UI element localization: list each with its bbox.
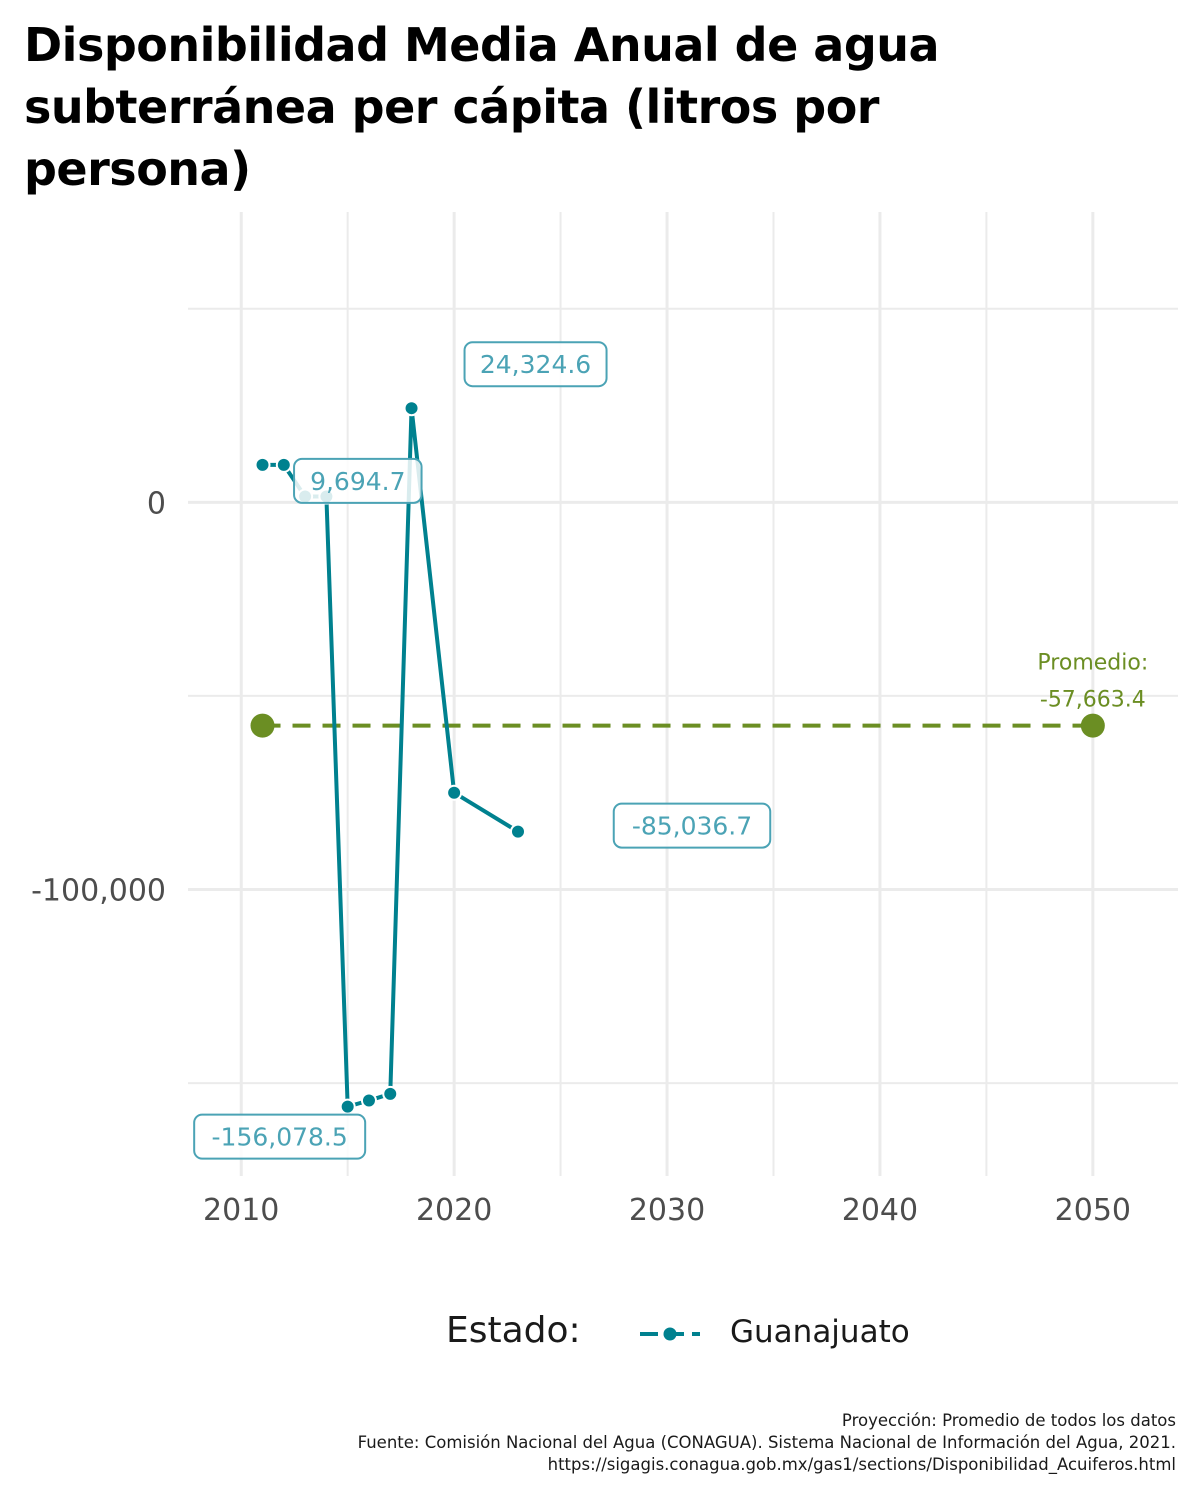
data-label-text: -156,078.5 — [212, 1123, 348, 1152]
data-point — [254, 456, 271, 473]
data-label-box — [193, 1113, 367, 1160]
projection-layer: Promedio: -57,663.4 — [250, 651, 1148, 738]
projection-label-value: -57,663.4 — [1040, 688, 1146, 713]
x-tick-label: 2050 — [1055, 1193, 1131, 1228]
projection-end-point — [1080, 713, 1105, 738]
caption: Proyección: Promedio de todos los datos … — [358, 1410, 1176, 1476]
data-label-box — [612, 802, 772, 849]
data-label-box — [463, 341, 608, 388]
legend-title: Estado: — [446, 1310, 581, 1351]
data-point — [403, 400, 420, 417]
x-axis-tick-labels: 2010 2020 2030 2040 2050 — [203, 1193, 1131, 1228]
data-label: 24,324.6 — [463, 341, 608, 388]
data-point — [360, 1092, 377, 1109]
legend: Estado: Guanajuato — [0, 1306, 1200, 1362]
series-line-guanajuato — [262, 406, 520, 1109]
line-chart: 0 -100,000 2010 2020 2030 2040 2050 Promedio:… — [31, 212, 1178, 1228]
x-tick-label: 2020 — [416, 1193, 492, 1228]
data-point — [382, 1085, 399, 1102]
y-tick-label: -100,000 — [31, 874, 166, 909]
data-label-text: 24,324.6 — [480, 350, 591, 379]
legend-key-guanajuato — [640, 1327, 700, 1341]
data-label: -85,036.7 — [612, 802, 772, 849]
data-label: -156,078.5 — [193, 1113, 367, 1160]
x-tick-label: 2010 — [203, 1193, 279, 1228]
x-tick-label: 2040 — [842, 1193, 918, 1228]
data-point — [446, 784, 463, 801]
series-layer — [254, 400, 526, 1115]
grid — [188, 212, 1178, 1176]
data-label-box — [293, 457, 423, 504]
y-tick-label: 0 — [147, 486, 166, 521]
caption-url: https://sigagis.conagua.gob.mx/gas1/sect… — [547, 1455, 1176, 1474]
caption-source: Fuente: Comisión Nacional del Agua (CONA… — [357, 1433, 1176, 1452]
data-label: 9,694.7 — [293, 457, 423, 504]
projection-start-point — [250, 713, 275, 738]
data-labels-layer: 24,324.6 9,694.7 -85,036.7 -156,078.5 — [193, 341, 772, 1160]
data-label-text: 9,694.7 — [310, 467, 405, 496]
chart-title: Disponibilidad Media Anual de agua subte… — [24, 18, 940, 196]
data-label-text: -85,036.7 — [632, 812, 752, 841]
data-point — [510, 823, 526, 840]
data-point — [275, 456, 292, 473]
data-point — [339, 1098, 356, 1115]
projection-label-title: Promedio: — [1037, 651, 1148, 676]
legend-label-guanajuato: Guanajuato — [730, 1314, 910, 1350]
x-tick-label: 2030 — [629, 1193, 705, 1228]
caption-projection: Proyección: Promedio de todos los datos — [841, 1411, 1176, 1430]
y-axis-tick-labels: 0 -100,000 — [31, 486, 166, 908]
